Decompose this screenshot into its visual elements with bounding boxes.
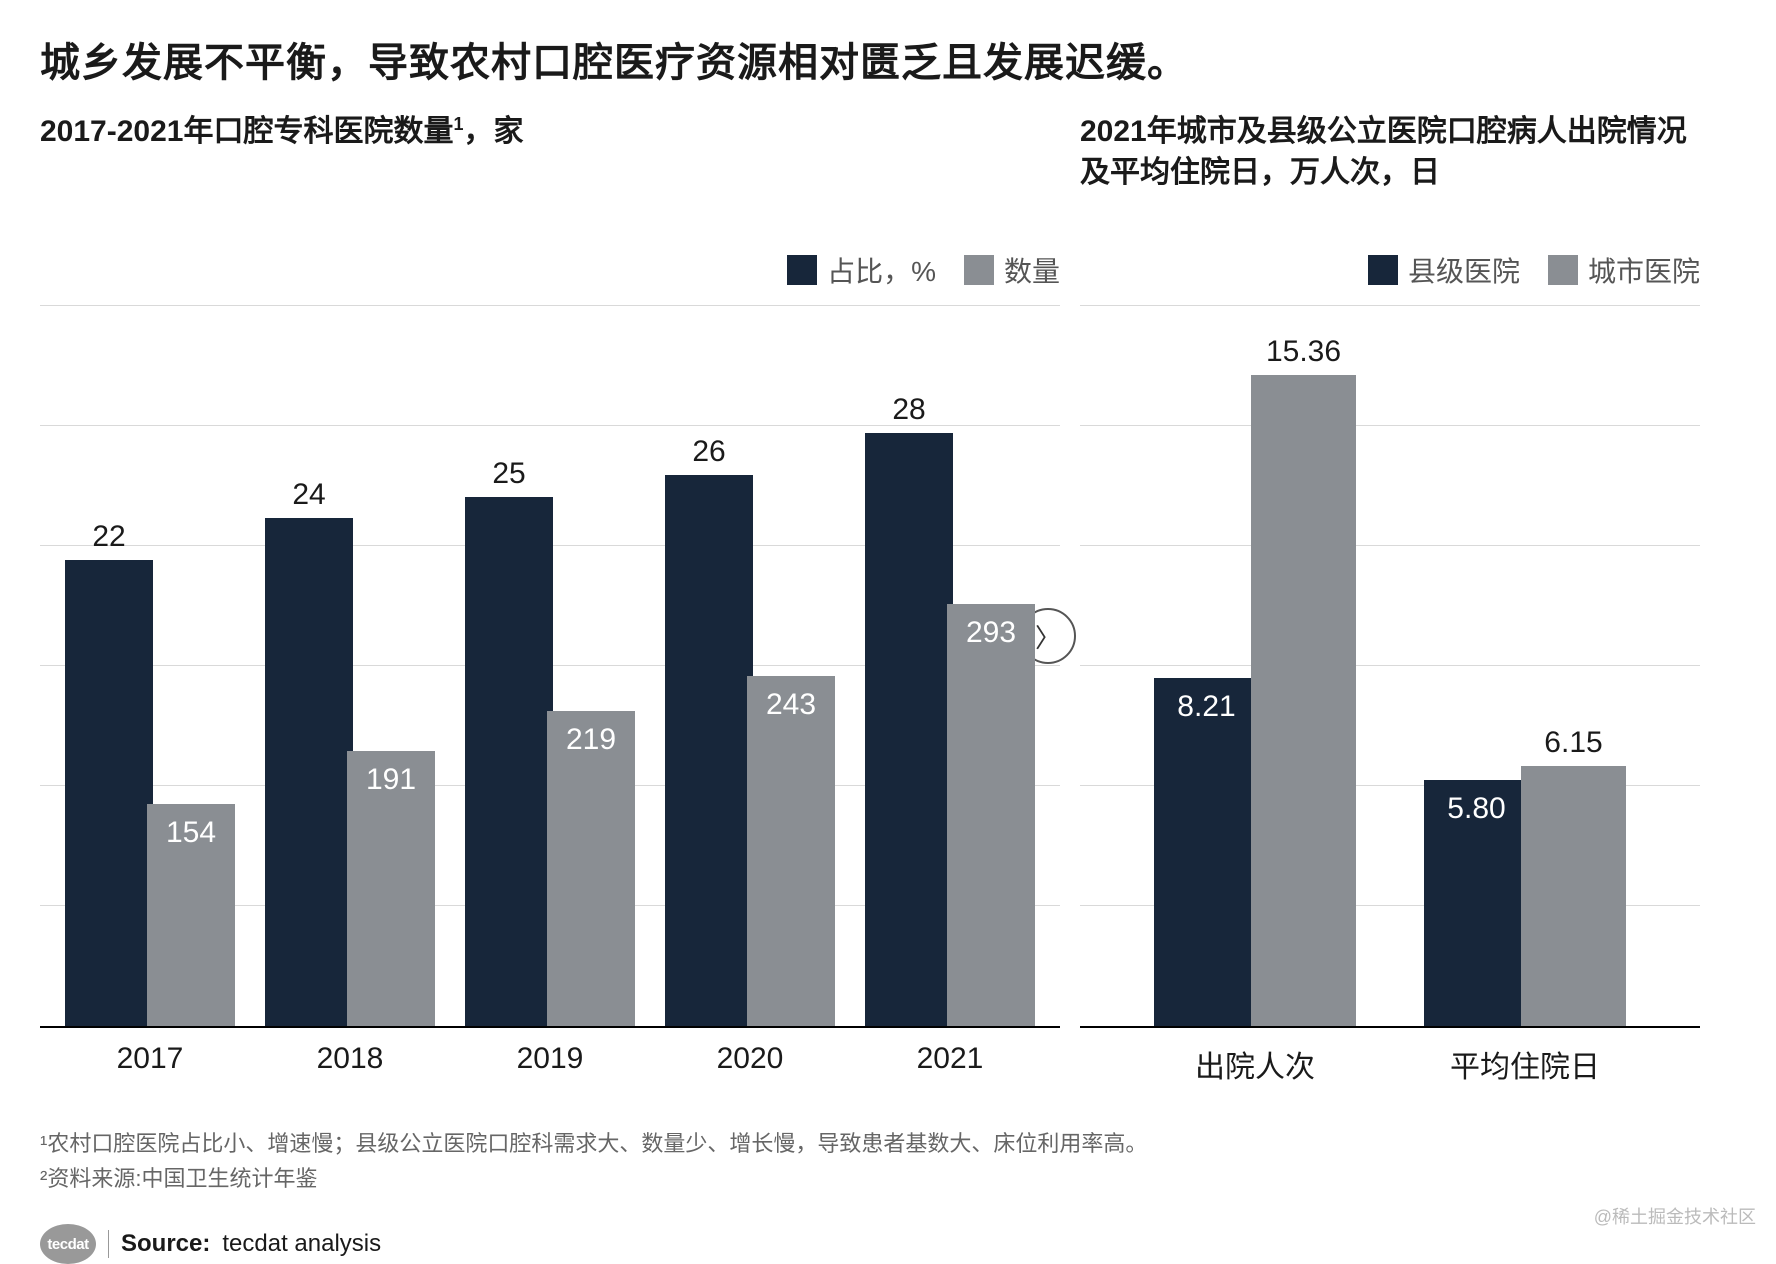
- bar-light: 154: [147, 804, 235, 1026]
- legend-label: 占比，%: [827, 250, 936, 290]
- bar-label: 24: [221, 478, 397, 512]
- right-chart-area: 〉 8.2115.365.806.15: [1080, 308, 1700, 1028]
- bar-label: 243: [703, 688, 879, 722]
- right-chart-title: 2021年城市及县级公立医院口腔病人出院情况及平均住院日，万人次，日: [1080, 112, 1700, 242]
- left-x-labels: 2017 2018 2019 2020 2021: [40, 1028, 1060, 1076]
- bar-group: 28293: [862, 308, 1038, 1026]
- left-chart-title-text: 2017-2021年口腔专科医院数量1，家: [40, 115, 523, 148]
- bar-label: 191: [303, 763, 479, 797]
- bar-label: 22: [21, 520, 197, 554]
- legend-label: 数量: [1004, 250, 1060, 290]
- x-label: 平均住院日: [1420, 1042, 1630, 1086]
- right-chart: 2021年城市及县级公立医院口腔病人出院情况及平均住院日，万人次，日 县级医院 城…: [1080, 112, 1700, 1086]
- bar-light: 191: [347, 751, 435, 1026]
- bar-dark: 8.21: [1154, 678, 1259, 1026]
- grid-line: [1080, 305, 1700, 306]
- watermark: @稀土掘金技术社区: [1594, 1203, 1756, 1229]
- bar-label: 219: [503, 723, 679, 757]
- bar-dark: 22: [65, 560, 153, 1026]
- bar-label: 6.15: [1469, 726, 1679, 760]
- bar-label: 154: [103, 816, 279, 850]
- bar-group: 26243: [662, 308, 838, 1026]
- bar-label: 28: [821, 393, 997, 427]
- right-bars: 8.2115.365.806.15: [1080, 308, 1700, 1026]
- x-label: 2017: [62, 1042, 238, 1076]
- bar-group: 25219: [462, 308, 638, 1026]
- x-label: 2019: [462, 1042, 638, 1076]
- bar-light: 15.36: [1251, 375, 1356, 1026]
- legend-item: 数量: [964, 250, 1060, 290]
- grid-line: [40, 305, 1060, 306]
- legend-item: 城市医院: [1548, 250, 1700, 290]
- legend-swatch: [787, 255, 817, 285]
- grid-line: [1080, 665, 1700, 666]
- main-title: 城乡发展不平衡，导致农村口腔医疗资源相对匮乏且发展迟缓。: [40, 30, 1736, 88]
- left-bars: 2215424191252192624328293: [40, 308, 1060, 1026]
- bar-dark: 25: [465, 497, 553, 1026]
- left-legend: 占比，% 数量: [40, 250, 1060, 290]
- bar-dark: 28: [865, 433, 953, 1026]
- left-chart-area: 2215424191252192624328293: [40, 308, 1060, 1028]
- bar-group: 24191: [262, 308, 438, 1026]
- bar-label: 293: [903, 616, 1079, 650]
- footnote-line: ¹农村口腔医院占比小、增速慢；县级公立医院口腔科需求大、数量少、增长慢，导致患者…: [40, 1126, 1736, 1161]
- left-chart-title: 2017-2021年口腔专科医院数量1，家: [40, 112, 1060, 242]
- x-label: 2018: [262, 1042, 438, 1076]
- left-chart: 2017-2021年口腔专科医院数量1，家 占比，%数量 22154241912…: [40, 112, 1060, 1076]
- source-label: Source:: [121, 1230, 210, 1258]
- source-value: tecdat analysis: [222, 1230, 381, 1258]
- legend-item: 县级医院: [1368, 250, 1520, 290]
- divider: [108, 1230, 109, 1258]
- bar-dark: 5.80: [1424, 780, 1529, 1026]
- legend-label: 城市医院: [1588, 250, 1700, 290]
- logo-badge: tecdat: [40, 1224, 96, 1264]
- legend-swatch: [1368, 255, 1398, 285]
- bar-label: 15.36: [1199, 335, 1409, 369]
- bar-group: 5.806.15: [1420, 308, 1630, 1026]
- bar-label: 26: [621, 435, 797, 469]
- source-row: tecdat Source: tecdat analysis: [40, 1224, 1736, 1264]
- x-label: 出院人次: [1150, 1042, 1360, 1086]
- legend-label: 县级医院: [1408, 250, 1520, 290]
- bar-light: 243: [747, 676, 835, 1026]
- legend-item: 占比，%: [787, 250, 936, 290]
- footnotes: ¹农村口腔医院占比小、增速慢；县级公立医院口腔科需求大、数量少、增长慢，导致患者…: [40, 1126, 1736, 1196]
- legend-swatch: [964, 255, 994, 285]
- charts-row: 2017-2021年口腔专科医院数量1，家 占比，%数量 22154241912…: [40, 112, 1736, 1086]
- x-label: 2020: [662, 1042, 838, 1076]
- grid-line: [1080, 425, 1700, 426]
- bar-group: 8.2115.36: [1150, 308, 1360, 1026]
- x-label: 2021: [862, 1042, 1038, 1076]
- bar-light: 6.15: [1521, 766, 1626, 1026]
- right-legend: 县级医院 城市医院: [1080, 250, 1700, 290]
- footnote-line: ²资料来源:中国卫生统计年鉴: [40, 1161, 1736, 1196]
- bar-label: 25: [421, 457, 597, 491]
- bar-group: 22154: [62, 308, 238, 1026]
- legend-swatch: [1548, 255, 1578, 285]
- bar-light: 219: [547, 711, 635, 1026]
- bar-light: 293: [947, 604, 1035, 1026]
- grid-line: [1080, 545, 1700, 546]
- right-x-labels: 出院人次 平均住院日: [1080, 1028, 1700, 1086]
